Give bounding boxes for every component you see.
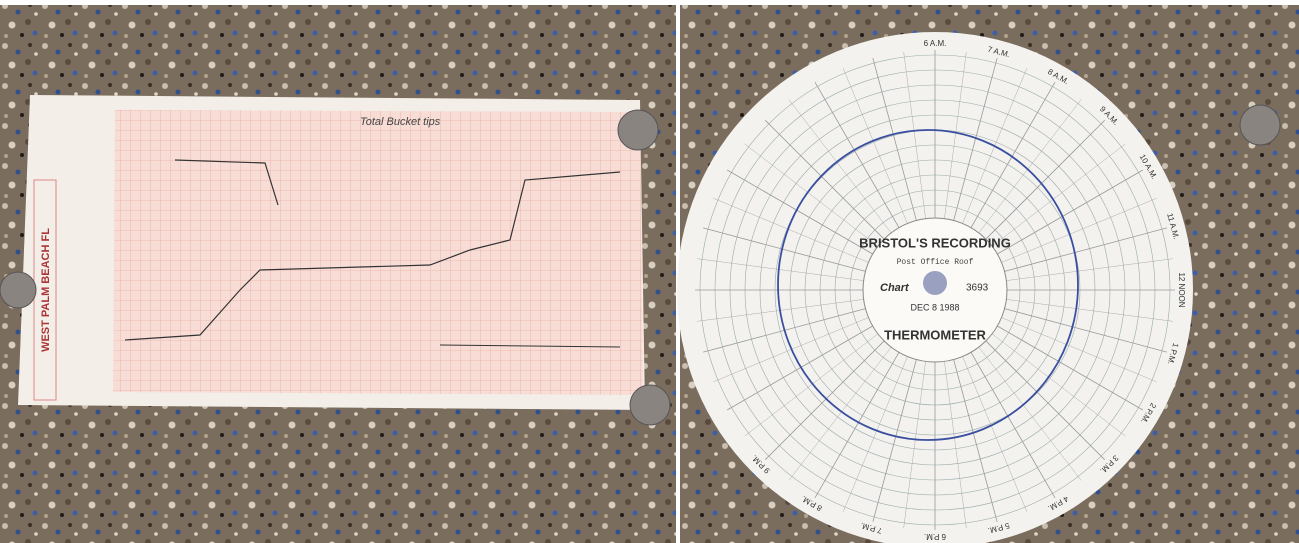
- dial-spoke: [1006, 299, 1173, 322]
- coin: [617, 109, 659, 151]
- dial-spoke: [788, 346, 892, 481]
- hour-label: 12 NOON: [1177, 272, 1186, 307]
- dial-spoke: [944, 361, 967, 528]
- dial-spoke: [842, 356, 908, 512]
- dial-spoke: [1006, 258, 1173, 281]
- rain-trace: [174, 159, 279, 206]
- dial-spoke: [991, 333, 1126, 437]
- dial-spoke: [872, 359, 917, 522]
- dial-spoke: [953, 58, 998, 221]
- dial-spoke: [1004, 308, 1167, 353]
- dial-spoke: [903, 52, 926, 219]
- dial-spoke: [726, 169, 873, 255]
- dial-spoke: [872, 58, 917, 221]
- temperature-trace: [777, 129, 1079, 441]
- station-label: WEST PALM BEACH FL: [40, 228, 52, 352]
- coin: [1239, 104, 1281, 146]
- dial-grid: [695, 50, 1175, 530]
- dial-spoke: [953, 359, 998, 522]
- dial-spoke: [978, 346, 1082, 481]
- brand: Chart: [880, 282, 910, 294]
- dial-spoke: [978, 99, 1082, 234]
- dial-spoke: [1001, 197, 1157, 263]
- dial-spoke: [1004, 227, 1167, 272]
- dial-spoke: [703, 227, 866, 272]
- chart-title: BRISTOL'S RECORDING: [859, 235, 1011, 250]
- hour-label: 6 P.M.: [924, 532, 946, 541]
- hour-label: 6 A.M.: [924, 39, 947, 48]
- dial-spoke: [944, 52, 967, 219]
- chart-subtitle: THERMOMETER: [884, 327, 986, 342]
- chart-number: 3693: [966, 283, 989, 294]
- dial-spoke: [765, 340, 885, 460]
- coin: [0, 271, 37, 309]
- dial-spoke: [814, 81, 900, 228]
- dial-spoke: [765, 120, 885, 240]
- dial-spoke: [744, 143, 879, 247]
- dial-spoke: [697, 258, 864, 281]
- chart-date: DEC 8 1988: [910, 302, 959, 312]
- coin: [629, 384, 671, 426]
- dial-spoke: [842, 68, 908, 224]
- dial-spoke: [985, 340, 1105, 460]
- dial-spoke: [970, 81, 1056, 228]
- dial-spoke: [814, 352, 900, 499]
- handwritten-note: Total Bucket tips: [360, 116, 441, 128]
- rain-chart-grid: [113, 110, 643, 395]
- dial-spoke: [970, 352, 1056, 499]
- dial-spoke: [713, 197, 869, 263]
- dial-spoke: [1001, 317, 1157, 383]
- dial-spoke: [997, 325, 1144, 411]
- dial-spoke: [726, 325, 873, 411]
- dial-spoke: [903, 361, 926, 528]
- rain-trace: [124, 171, 621, 341]
- rain-trace: [439, 344, 621, 348]
- dial-spoke: [997, 169, 1144, 255]
- dial-spoke: [991, 143, 1126, 247]
- dial-spoke: [788, 99, 892, 234]
- dial-spoke: [985, 120, 1105, 240]
- dial-spoke: [962, 356, 1028, 512]
- location: Post Office Roof: [897, 258, 974, 267]
- dial-spoke: [744, 333, 879, 437]
- hub-hole: [923, 271, 947, 295]
